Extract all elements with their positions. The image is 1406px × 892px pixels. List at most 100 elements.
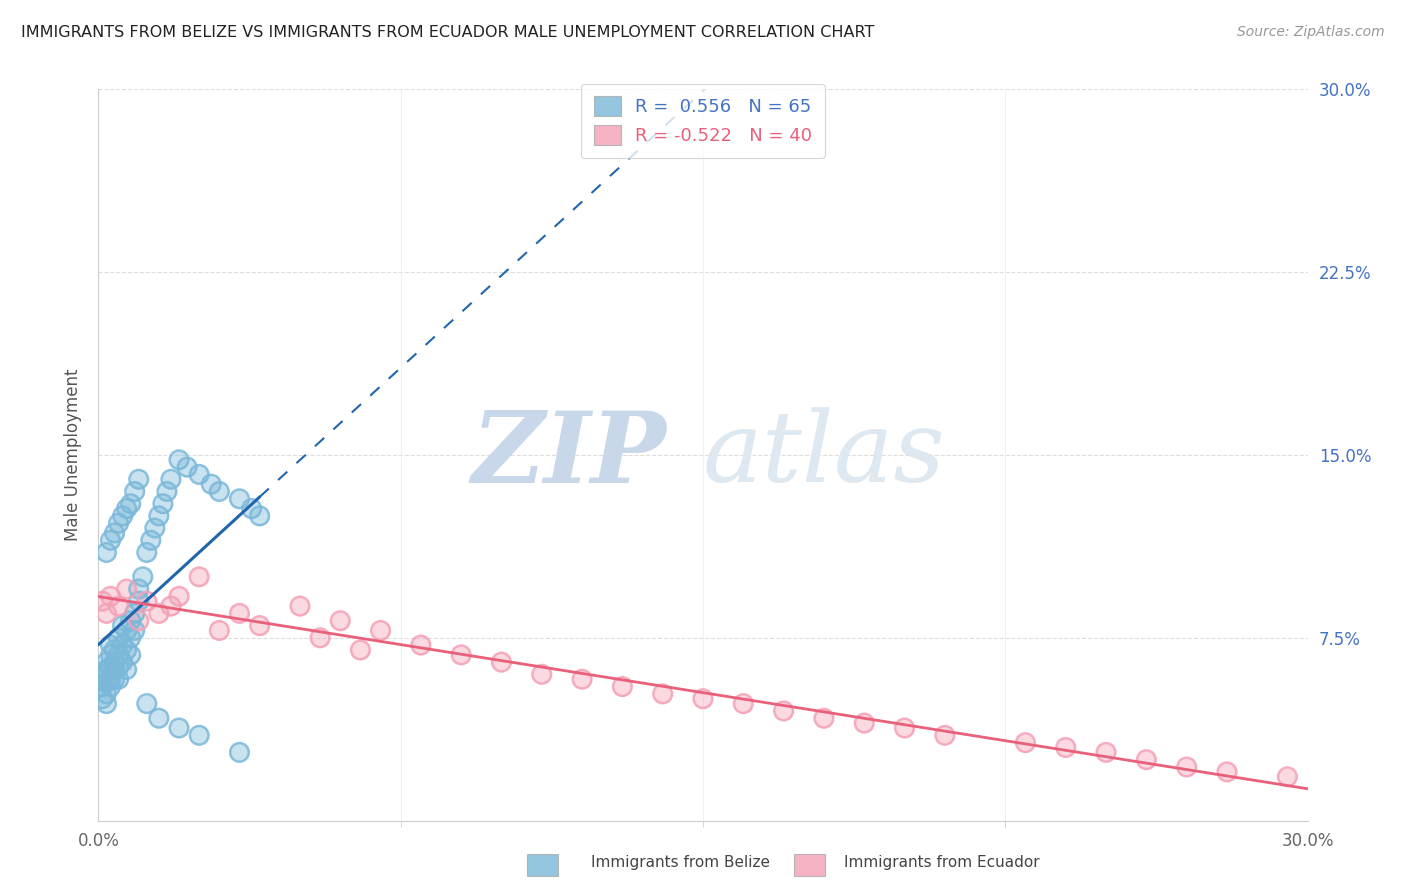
- Point: [103, 655, 125, 669]
- Point: [813, 711, 835, 725]
- Point: [228, 607, 250, 621]
- Point: [115, 624, 138, 638]
- Point: [156, 484, 179, 499]
- Point: [128, 472, 150, 486]
- Point: [409, 638, 432, 652]
- Point: [111, 638, 134, 652]
- Point: [450, 648, 472, 662]
- Point: [1135, 753, 1157, 767]
- Point: [228, 745, 250, 759]
- Point: [148, 607, 170, 621]
- Point: [156, 484, 179, 499]
- Point: [128, 594, 150, 608]
- Point: [96, 663, 118, 677]
- Point: [115, 501, 138, 516]
- Point: [120, 614, 142, 628]
- Text: ZIP: ZIP: [472, 407, 666, 503]
- Point: [91, 667, 114, 681]
- Point: [148, 711, 170, 725]
- Point: [148, 711, 170, 725]
- Point: [733, 697, 755, 711]
- Point: [128, 472, 150, 486]
- Point: [107, 599, 129, 613]
- Point: [100, 672, 122, 686]
- Point: [107, 648, 129, 662]
- Point: [893, 721, 915, 735]
- Point: [100, 533, 122, 548]
- Point: [148, 508, 170, 523]
- Point: [651, 687, 673, 701]
- Point: [148, 607, 170, 621]
- Point: [853, 716, 876, 731]
- Point: [612, 680, 634, 694]
- Point: [772, 704, 794, 718]
- Point: [135, 545, 157, 559]
- Point: [288, 599, 311, 613]
- Point: [115, 663, 138, 677]
- Point: [96, 687, 118, 701]
- Point: [91, 594, 114, 608]
- Point: [107, 631, 129, 645]
- Point: [934, 728, 956, 742]
- Point: [96, 607, 118, 621]
- Point: [733, 697, 755, 711]
- Point: [135, 594, 157, 608]
- Point: [107, 599, 129, 613]
- Point: [124, 484, 146, 499]
- Point: [111, 655, 134, 669]
- Point: [100, 648, 122, 662]
- Point: [115, 643, 138, 657]
- Point: [96, 545, 118, 559]
- Point: [228, 745, 250, 759]
- Point: [128, 614, 150, 628]
- Point: [188, 728, 211, 742]
- Point: [309, 631, 332, 645]
- Text: IMMIGRANTS FROM BELIZE VS IMMIGRANTS FROM ECUADOR MALE UNEMPLOYMENT CORRELATION : IMMIGRANTS FROM BELIZE VS IMMIGRANTS FRO…: [21, 25, 875, 40]
- Point: [135, 545, 157, 559]
- Point: [139, 533, 162, 548]
- Text: atlas: atlas: [703, 408, 946, 502]
- Point: [813, 711, 835, 725]
- Point: [491, 655, 513, 669]
- Point: [111, 618, 134, 632]
- Point: [100, 680, 122, 694]
- Point: [103, 672, 125, 686]
- Point: [103, 663, 125, 677]
- Point: [692, 691, 714, 706]
- Point: [329, 614, 352, 628]
- Point: [115, 582, 138, 596]
- Point: [240, 501, 263, 516]
- Point: [96, 655, 118, 669]
- Point: [934, 728, 956, 742]
- Point: [249, 618, 271, 632]
- Point: [96, 674, 118, 689]
- Point: [96, 545, 118, 559]
- Point: [111, 508, 134, 523]
- Point: [208, 484, 231, 499]
- Point: [249, 618, 271, 632]
- FancyBboxPatch shape: [794, 854, 825, 876]
- Point: [120, 497, 142, 511]
- Point: [167, 721, 190, 735]
- Point: [128, 614, 150, 628]
- Point: [612, 680, 634, 694]
- Point: [115, 643, 138, 657]
- Text: Immigrants from Ecuador: Immigrants from Ecuador: [844, 855, 1039, 870]
- Point: [103, 672, 125, 686]
- Point: [571, 672, 593, 686]
- Point: [120, 648, 142, 662]
- Point: [124, 624, 146, 638]
- Point: [1095, 745, 1118, 759]
- Point: [100, 590, 122, 604]
- Point: [152, 497, 174, 511]
- Point: [188, 570, 211, 584]
- Point: [571, 672, 593, 686]
- Point: [167, 590, 190, 604]
- Point: [188, 467, 211, 482]
- Point: [692, 691, 714, 706]
- Point: [107, 660, 129, 674]
- Point: [96, 697, 118, 711]
- Point: [143, 521, 166, 535]
- Point: [148, 508, 170, 523]
- Point: [409, 638, 432, 652]
